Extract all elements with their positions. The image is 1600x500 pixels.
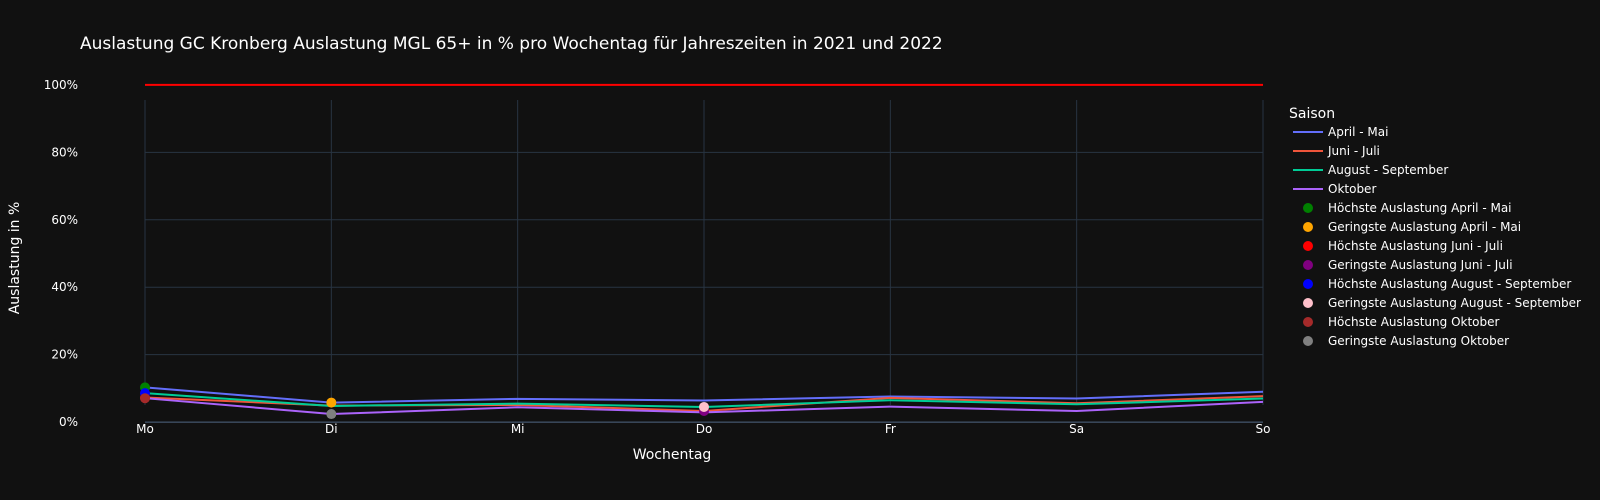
y-tick-label: 60% bbox=[51, 213, 78, 227]
legend-label: Höchste Auslastung August - September bbox=[1328, 277, 1571, 291]
extreme-marker bbox=[326, 409, 337, 420]
legend-label: Höchste Auslastung Juni - Juli bbox=[1328, 239, 1503, 253]
legend-marker-swatch bbox=[1303, 317, 1313, 327]
y-tick-label: 100% bbox=[44, 78, 78, 92]
legend-label: Geringste Auslastung Juni - Juli bbox=[1328, 258, 1513, 272]
legend-label: Geringste Auslastung April - Mai bbox=[1328, 220, 1521, 234]
legend-label: Geringste Auslastung Oktober bbox=[1328, 334, 1509, 348]
extreme-marker bbox=[699, 401, 709, 412]
x-tick-label: Mi bbox=[511, 422, 525, 436]
y-tick-label: 20% bbox=[51, 348, 78, 362]
grid bbox=[144, 84, 1264, 423]
y-axis-ticks: 0% 20% 40% 60% 80% 100% bbox=[44, 78, 78, 429]
legend-marker-swatch bbox=[1303, 203, 1313, 213]
x-tick-label: Fr bbox=[885, 422, 896, 436]
y-tick-label: 0% bbox=[59, 415, 78, 429]
legend-label: Höchste Auslastung Oktober bbox=[1328, 315, 1500, 329]
legend-marker-swatch bbox=[1303, 298, 1313, 308]
x-tick-label: Di bbox=[325, 422, 338, 436]
legend-label: April - Mai bbox=[1328, 125, 1388, 139]
chart-title: Auslastung GC Kronberg Auslastung MGL 65… bbox=[80, 34, 943, 54]
extreme-markers bbox=[140, 382, 709, 420]
extreme-marker bbox=[326, 397, 337, 408]
x-tick-label: Sa bbox=[1069, 422, 1084, 436]
legend-label: Oktober bbox=[1328, 182, 1376, 196]
legend-title: Saison bbox=[1289, 106, 1335, 122]
y-axis-title: Auslastung in % bbox=[7, 202, 23, 315]
y-tick-label: 80% bbox=[51, 145, 78, 159]
y-tick-label: 40% bbox=[51, 280, 78, 294]
legend-marker-swatch bbox=[1303, 241, 1313, 251]
x-axis-title: Wochentag bbox=[633, 447, 712, 463]
legend-marker-swatch bbox=[1303, 260, 1313, 270]
legend-label: Juni - Juli bbox=[1327, 144, 1380, 158]
legend-marker-swatch bbox=[1303, 222, 1313, 232]
legend-marker-swatch bbox=[1303, 336, 1313, 346]
x-tick-label: So bbox=[1256, 422, 1271, 436]
x-axis-ticks: Mo Di Mi Do Fr Sa So bbox=[136, 422, 1270, 436]
legend-label: Höchste Auslastung April - Mai bbox=[1328, 201, 1512, 215]
legend: Saison April - Mai Juni - Juli August - Se… bbox=[1289, 106, 1581, 348]
extreme-marker bbox=[140, 393, 150, 404]
x-tick-label: Do bbox=[696, 422, 713, 436]
legend-label: Geringste Auslastung August - September bbox=[1328, 296, 1581, 310]
x-tick-label: Mo bbox=[136, 422, 154, 436]
legend-label: August - September bbox=[1328, 163, 1448, 177]
legend-marker-swatch bbox=[1303, 279, 1313, 289]
